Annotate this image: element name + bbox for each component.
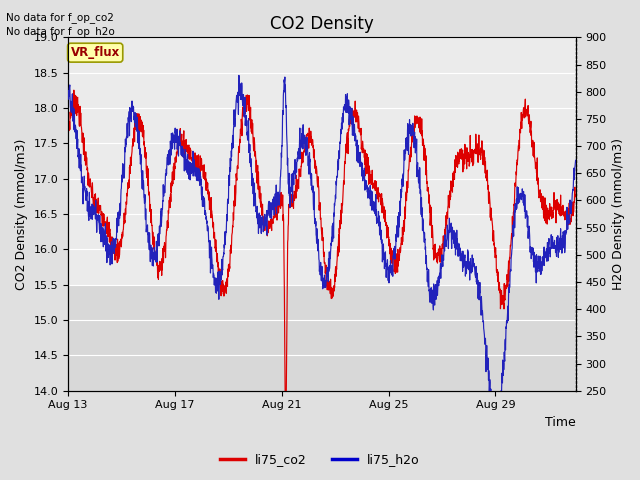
Legend: li75_co2, li75_h2o: li75_co2, li75_h2o (215, 448, 425, 471)
Bar (68, 285, 575, 391)
Title: CO2 Density: CO2 Density (270, 15, 374, 33)
Text: VR_flux: VR_flux (70, 46, 120, 59)
X-axis label: Time: Time (545, 416, 575, 429)
Y-axis label: H2O Density (mmol/m3): H2O Density (mmol/m3) (612, 138, 625, 290)
Y-axis label: CO2 Density (mmol/m3): CO2 Density (mmol/m3) (15, 138, 28, 290)
Text: No data for f_op_h2o: No data for f_op_h2o (6, 26, 115, 37)
Text: No data for f_op_co2: No data for f_op_co2 (6, 12, 115, 23)
Bar (68, 37, 575, 285)
